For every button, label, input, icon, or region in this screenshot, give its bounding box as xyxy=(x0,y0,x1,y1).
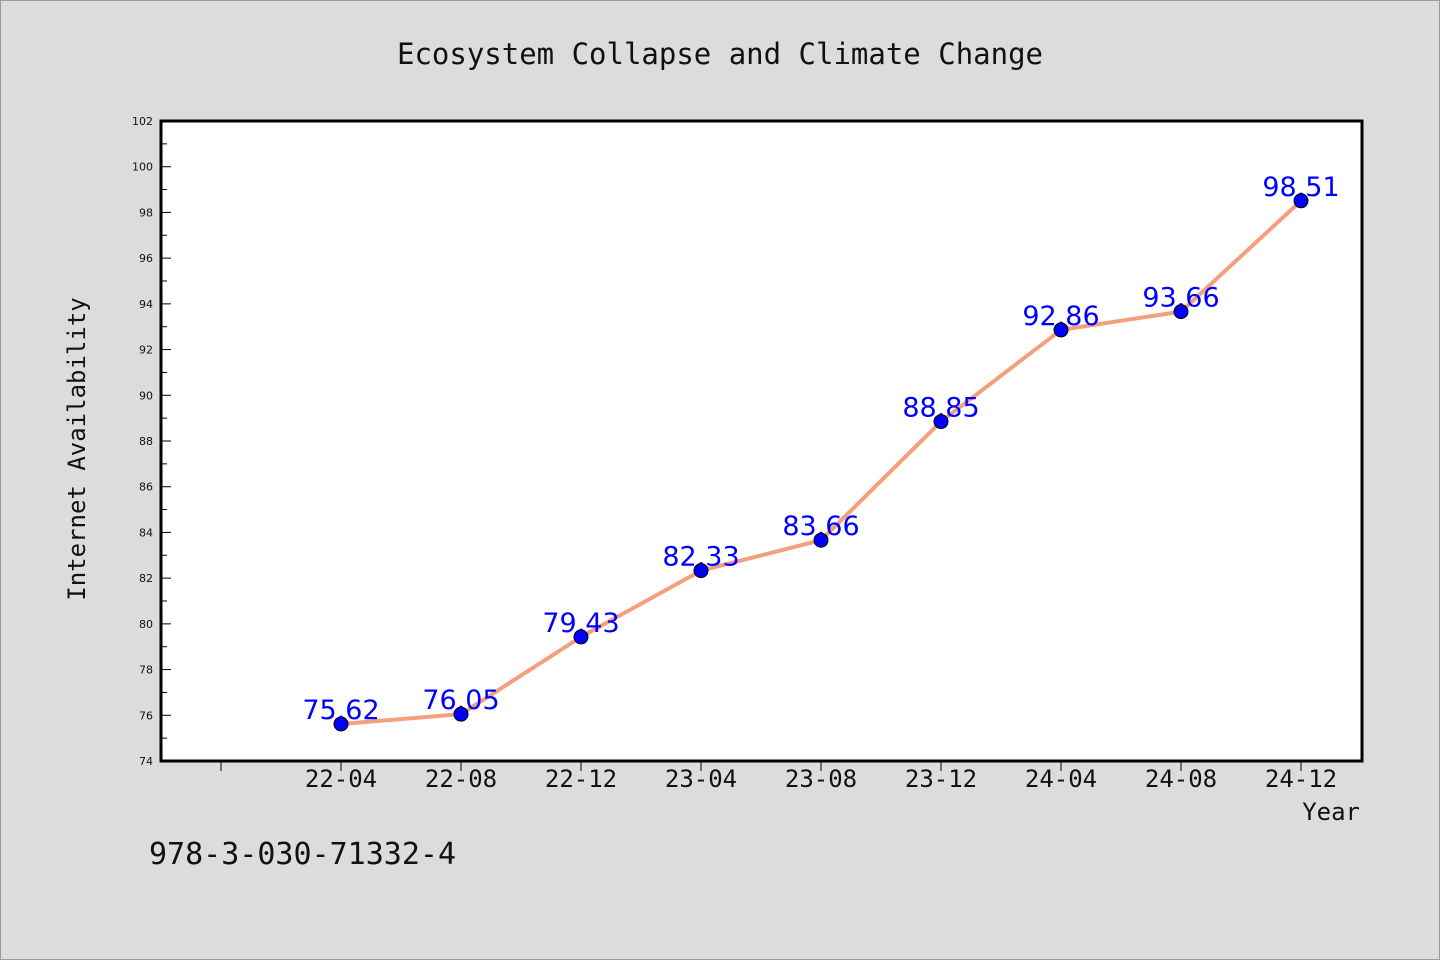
y-tick-label: 78 xyxy=(139,664,153,677)
y-tick-label: 90 xyxy=(139,389,153,402)
y-tick-label: 76 xyxy=(139,709,153,722)
x-tick-label: 24-12 xyxy=(1265,765,1337,793)
data-point xyxy=(573,629,589,645)
x-tick-label: 23-08 xyxy=(785,765,857,793)
x-tick-label: 22-04 xyxy=(305,765,377,793)
y-tick-label: 92 xyxy=(139,344,153,357)
x-tick-label: 22-08 xyxy=(425,765,497,793)
y-tick-label: 94 xyxy=(139,298,153,311)
data-point xyxy=(693,563,709,579)
y-tick-label: 98 xyxy=(139,206,153,219)
y-axis-label: Internet Availability xyxy=(63,297,91,600)
data-point xyxy=(1293,193,1309,209)
y-axis-ticks: 74 76 78 80 82 84 86 88 90 92 94 96 98 100 102 xyxy=(132,115,171,768)
y-tick-label: 100 xyxy=(132,161,153,174)
y-tick-label: 96 xyxy=(139,252,153,265)
y-tick-label: 86 xyxy=(139,481,153,494)
data-point xyxy=(933,414,949,430)
x-tick-label: 22-12 xyxy=(545,765,617,793)
data-point xyxy=(813,532,829,548)
x-axis-label: Year xyxy=(1302,798,1360,826)
data-point xyxy=(333,716,349,732)
data-point xyxy=(453,706,469,722)
x-tick-label: 23-04 xyxy=(665,765,737,793)
y-tick-label: 102 xyxy=(132,115,153,128)
x-tick-label: 24-04 xyxy=(1025,765,1097,793)
y-tick-label: 74 xyxy=(139,755,153,768)
footnote-isbn: 978-3-030-71332-4 xyxy=(149,837,456,872)
series-layer: 75.62 76.0579.4382.3383.6688.8592.8693.66… xyxy=(302,172,1340,732)
plot-area xyxy=(159,119,1364,763)
data-point xyxy=(1173,304,1189,320)
y-tick-label: 82 xyxy=(139,572,153,585)
x-tick-label: 23-12 xyxy=(905,765,977,793)
x-tick-label: 24-08 xyxy=(1145,765,1217,793)
y-tick-label: 84 xyxy=(139,526,153,539)
y-tick-label: 80 xyxy=(139,618,153,631)
chart-title: Ecosystem Collapse and Climate Change xyxy=(397,37,1043,71)
y-tick-label: 88 xyxy=(139,435,153,448)
data-point xyxy=(1053,322,1069,338)
x-axis-ticks: 22-04 22-08 22-12 23-04 23-08 23-12 24-04 24-08… xyxy=(220,761,1337,793)
